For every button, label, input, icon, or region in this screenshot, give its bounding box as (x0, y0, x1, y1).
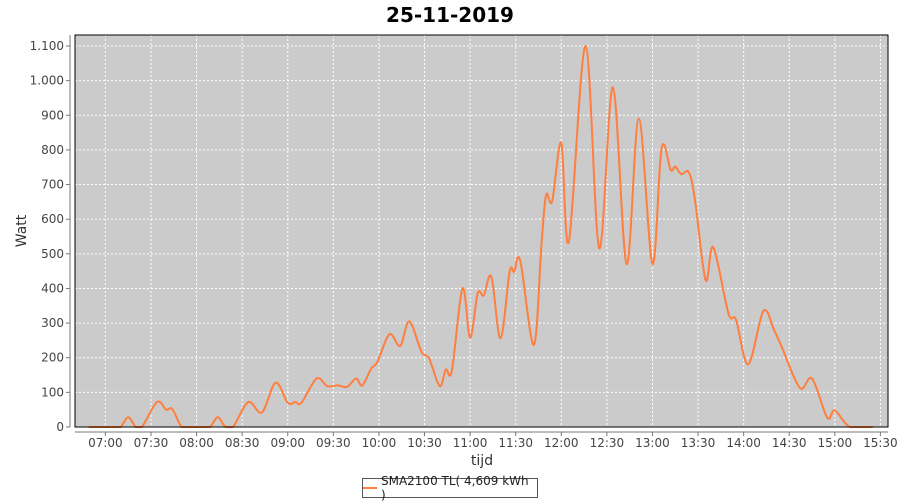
y-tick-label: 800 (41, 143, 64, 157)
y-tick-label: 1.100 (30, 39, 64, 53)
y-tick-label: 600 (41, 212, 64, 226)
y-tick-label: 0 (56, 420, 64, 434)
x-tick-label: 07:00 (88, 436, 123, 450)
y-tick-label: 100 (41, 385, 64, 399)
y-tick-label: 900 (41, 108, 64, 122)
plot-area (75, 35, 888, 427)
x-tick-label: 08:00 (179, 436, 214, 450)
x-tick-label: 15:30 (863, 436, 898, 450)
x-tick-label: 14:00 (726, 436, 761, 450)
x-tick-label: 10:00 (362, 436, 397, 450)
y-tick-label: 500 (41, 247, 64, 261)
x-tick-label: 11:30 (498, 436, 533, 450)
legend-swatch (363, 487, 377, 489)
x-tick-label: 11:00 (453, 436, 488, 450)
legend: SMA2100 TL( 4,609 kWh ) (362, 474, 538, 502)
x-tick-label: 13:30 (681, 436, 716, 450)
x-axis-label: tijd (471, 453, 493, 469)
chart-title: 25-11-2019 (386, 3, 514, 27)
y-tick-label: 700 (41, 178, 64, 192)
x-tick-label: 12:00 (544, 436, 579, 450)
y-tick-label: 200 (41, 351, 64, 365)
y-tick-label: 300 (41, 316, 64, 330)
x-tick-label: 07:30 (134, 436, 169, 450)
y-tick-label: 1.000 (30, 74, 64, 88)
x-tick-label: 13:00 (635, 436, 670, 450)
x-tick-label: 15:00 (818, 436, 853, 450)
x-tick-label: 14:30 (772, 436, 807, 450)
x-tick-label: 10:30 (407, 436, 442, 450)
plot-border (74, 34, 889, 428)
x-tick-label: 09:00 (270, 436, 305, 450)
legend-label: SMA2100 TL( 4,609 kWh ) (380, 474, 529, 502)
x-tick-label: 12:30 (590, 436, 625, 450)
x-tick-label: 09:30 (316, 436, 351, 450)
y-axis-label: Watt (14, 214, 30, 247)
y-tick-label: 400 (41, 281, 64, 295)
x-tick-label: 08:30 (225, 436, 260, 450)
